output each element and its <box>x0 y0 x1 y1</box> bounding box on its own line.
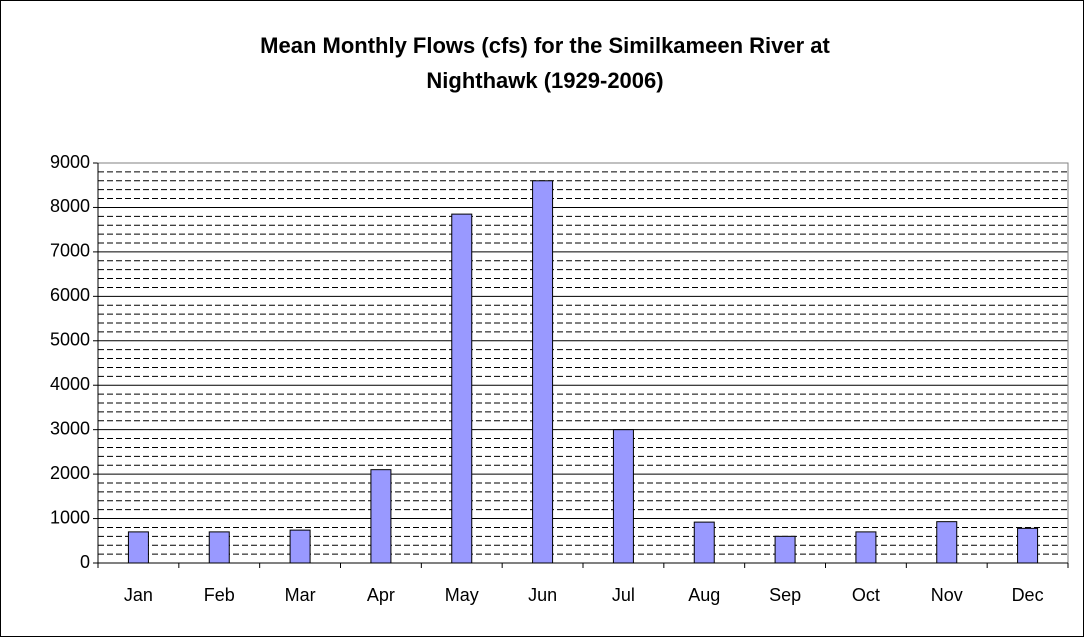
chart-title: Mean Monthly Flows (cfs) for the Similka… <box>260 33 830 58</box>
bar <box>208 531 230 564</box>
bar <box>1017 527 1039 564</box>
x-tick-label: Sep <box>769 585 801 605</box>
y-tick-label: 3000 <box>50 418 90 438</box>
y-tick-label: 5000 <box>50 330 90 350</box>
y-tick-label: 4000 <box>50 374 90 394</box>
bar <box>532 180 554 564</box>
y-tick-label: 1000 <box>50 507 90 527</box>
x-tick-label: May <box>445 585 479 605</box>
x-tick-label: Aug <box>688 585 720 605</box>
x-tick-label: Jun <box>528 585 557 605</box>
x-tick-label: Dec <box>1012 585 1044 605</box>
x-tick-label: Oct <box>852 585 880 605</box>
y-tick-label: 7000 <box>50 241 90 261</box>
x-tick-label: Jan <box>124 585 153 605</box>
x-tick-label: Jul <box>612 585 635 605</box>
bar <box>370 469 392 564</box>
x-tick-label: Mar <box>285 585 316 605</box>
bar <box>127 531 149 564</box>
y-tick-label: 9000 <box>50 152 90 172</box>
bar <box>774 535 796 564</box>
bar <box>936 521 958 564</box>
y-tick-label: 2000 <box>50 463 90 483</box>
x-tick-label: Nov <box>931 585 963 605</box>
bar <box>612 429 634 564</box>
bar <box>451 213 473 564</box>
x-tick-label: Feb <box>204 585 235 605</box>
y-tick-label: 0 <box>80 552 90 572</box>
bar <box>693 521 715 564</box>
chart-title: Nighthawk (1929-2006) <box>426 68 663 93</box>
bar <box>289 529 311 564</box>
y-tick-label: 8000 <box>50 196 90 216</box>
y-tick-label: 6000 <box>50 285 90 305</box>
x-tick-label: Apr <box>367 585 395 605</box>
bar <box>855 531 877 564</box>
